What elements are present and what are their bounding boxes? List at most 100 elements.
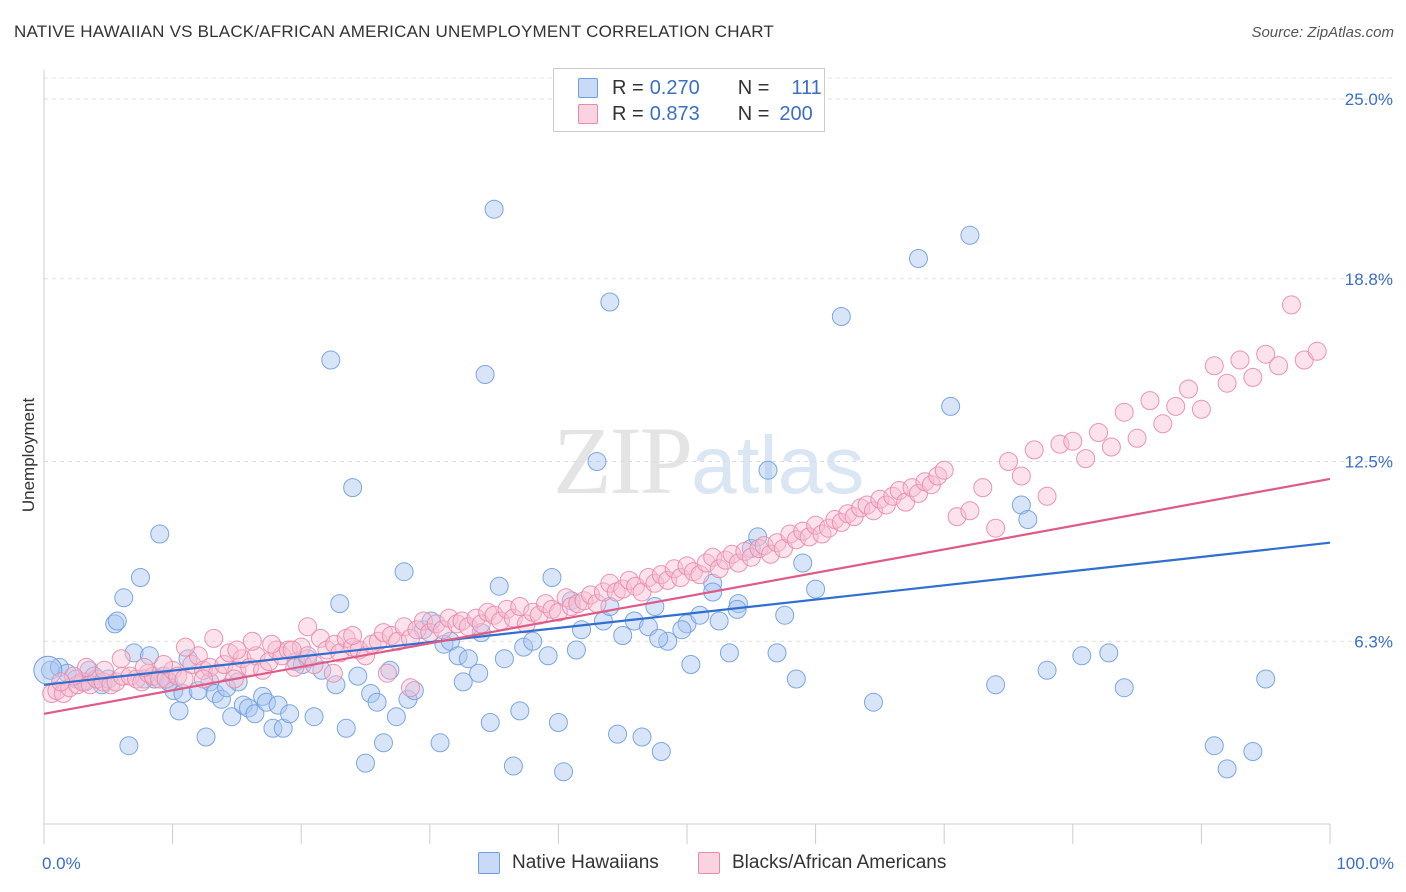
data-point — [282, 640, 302, 660]
data-point — [326, 675, 346, 695]
data-point — [1076, 449, 1096, 469]
data-point — [934, 460, 954, 480]
bottom-legend-blacks: Blacks/African Americans — [698, 852, 946, 874]
data-point — [690, 605, 710, 625]
data-point — [566, 640, 586, 660]
data-point — [245, 704, 265, 724]
data-point — [690, 565, 710, 585]
y-tick-label: 18.8% — [1345, 270, 1393, 289]
data-point — [377, 663, 397, 683]
legend-swatch-pink — [578, 104, 598, 124]
data-point — [1127, 428, 1147, 448]
data-point — [394, 562, 414, 582]
watermark: ZIPatlas — [553, 405, 864, 516]
data-point — [973, 478, 993, 498]
data-point — [447, 614, 467, 634]
trend-line — [43, 541, 1331, 686]
legend-swatch-blue — [578, 78, 598, 98]
data-point — [105, 614, 125, 634]
data-point — [503, 756, 523, 776]
data-point — [356, 753, 375, 773]
data-point — [863, 501, 883, 521]
data-point — [150, 524, 170, 544]
series-blacks-african-americans — [42, 295, 1327, 703]
y-tick-label: 6.3% — [1354, 632, 1393, 651]
data-point — [1256, 669, 1276, 689]
legend-r-label: R = — [612, 102, 644, 125]
data-point — [651, 742, 671, 761]
data-point — [1050, 434, 1070, 454]
y-axis-label: Unemployment — [19, 398, 38, 513]
data-point — [253, 686, 273, 706]
data-point — [960, 225, 980, 245]
legend-r-label: R = — [612, 76, 644, 99]
data-point — [453, 672, 473, 692]
data-point — [169, 701, 189, 721]
data-point — [114, 588, 134, 608]
series-native-hawaiians — [33, 199, 1276, 782]
data-point — [280, 704, 300, 724]
data-point — [793, 553, 813, 573]
data-point — [1230, 350, 1250, 370]
data-point — [986, 518, 1006, 538]
source-label: Source: ZipAtlas.com — [1251, 24, 1394, 41]
chart-title: NATIVE HAWAIIAN VS BLACK/AFRICAN AMERICA… — [14, 22, 775, 41]
data-point — [262, 634, 282, 654]
data-point — [786, 669, 806, 689]
data-point — [613, 626, 633, 645]
data-point — [941, 396, 961, 416]
data-point — [175, 637, 195, 657]
data-point — [111, 649, 131, 669]
data-point — [728, 553, 748, 573]
data-point — [510, 701, 530, 721]
data-point — [227, 640, 247, 660]
data-point — [374, 623, 394, 643]
data-point — [368, 631, 388, 651]
data-point — [1011, 466, 1031, 486]
data-point — [1243, 367, 1263, 387]
data-point — [719, 643, 739, 663]
data-point — [1153, 414, 1173, 434]
legend: R = 0.270 N = 111 R = 0.873 N = 200 — [553, 68, 825, 132]
data-point — [758, 460, 778, 480]
watermark-zip: ZIP — [553, 407, 693, 514]
data-point — [312, 660, 332, 680]
data-point — [889, 481, 909, 500]
data-point — [806, 579, 826, 599]
data-point — [242, 631, 262, 651]
data-point — [304, 707, 324, 727]
data-point — [947, 507, 967, 527]
data-point — [775, 605, 795, 625]
data-point — [1037, 486, 1057, 506]
data-point — [572, 620, 592, 640]
legend-n-value: 200 — [779, 102, 813, 125]
legend-r-value: 0.270 — [649, 76, 700, 99]
data-point — [1166, 396, 1186, 416]
data-point — [908, 249, 928, 268]
data-point — [600, 292, 620, 312]
data-point — [1024, 440, 1044, 460]
data-point — [219, 643, 239, 663]
trend-lines — [43, 477, 1331, 715]
data-point — [413, 611, 433, 631]
bottom-legend-swatch-blue — [478, 852, 500, 874]
trend-line — [43, 477, 1331, 715]
data-point — [130, 568, 150, 587]
data-point — [475, 365, 495, 384]
data-point — [1089, 423, 1109, 442]
data-point — [1101, 437, 1121, 457]
data-point — [1037, 660, 1057, 680]
data-point — [672, 620, 692, 640]
data-point — [401, 678, 421, 698]
data-point — [211, 689, 231, 709]
data-point — [587, 452, 607, 471]
data-point — [671, 568, 691, 587]
data-point — [367, 692, 387, 712]
data-point — [124, 643, 144, 663]
x-tick-label: 0.0% — [42, 854, 81, 873]
data-point — [321, 350, 341, 370]
data-point — [1269, 356, 1289, 376]
data-point — [1018, 510, 1038, 529]
legend-row-native-hawaiians: R = 0.270 N = 111 — [578, 76, 822, 100]
data-point — [458, 649, 478, 669]
